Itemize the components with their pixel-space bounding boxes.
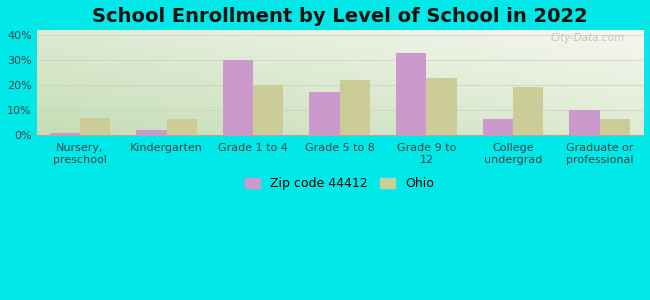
Bar	[309, 92, 340, 135]
Bar	[483, 119, 513, 135]
Bar	[396, 53, 426, 135]
Bar	[600, 119, 630, 135]
Bar	[340, 80, 370, 135]
Title: School Enrollment by Level of School in 2022: School Enrollment by Level of School in …	[92, 7, 588, 26]
Bar	[49, 133, 80, 135]
Bar	[569, 110, 600, 135]
Bar	[513, 87, 543, 135]
Bar	[136, 130, 166, 135]
Legend: Zip code 44412, Ohio: Zip code 44412, Ohio	[245, 177, 434, 190]
Bar	[253, 85, 283, 135]
Bar	[166, 119, 197, 135]
Bar	[426, 78, 457, 135]
Bar	[223, 60, 253, 135]
Bar	[80, 118, 111, 135]
Text: City-Data.com: City-Data.com	[551, 33, 625, 43]
